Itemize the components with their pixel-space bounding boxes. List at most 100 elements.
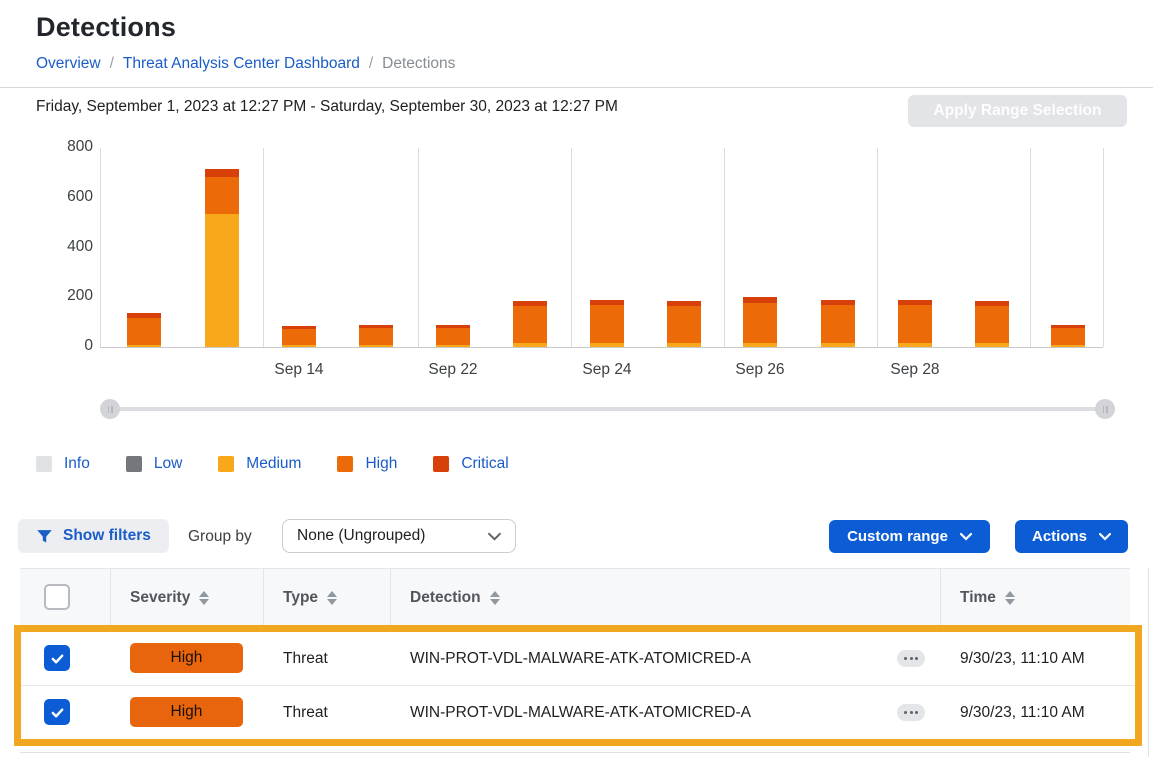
chart-gridline	[418, 148, 419, 347]
bar-segment-critical[interactable]	[359, 324, 393, 328]
sort-icon	[1004, 590, 1015, 605]
row-checkbox[interactable]	[44, 645, 70, 671]
checkmark-icon	[51, 707, 63, 717]
bar-segment-high[interactable]	[359, 327, 393, 345]
breadcrumb-current: Detections	[382, 55, 456, 72]
time-cell: 9/30/23, 11:10 AM	[960, 703, 1085, 721]
column-header-time[interactable]: Time	[960, 569, 1015, 626]
bar-segment-high[interactable]	[1051, 327, 1085, 345]
bar-segment-high[interactable]	[743, 303, 777, 344]
page-title: Detections	[36, 12, 177, 42]
bar-segment-high[interactable]	[667, 305, 701, 344]
bar-segment-critical[interactable]	[205, 169, 239, 177]
column-header-type[interactable]: Type	[283, 569, 338, 626]
bar-segment-high[interactable]	[436, 327, 470, 345]
custom-range-button[interactable]: Custom range	[829, 520, 990, 553]
bar-segment-medium[interactable]	[359, 345, 393, 347]
breadcrumb-overview[interactable]: Overview	[36, 55, 101, 72]
selected-rows-highlight: High Threat WIN-PROT-VDL-MALWARE-ATK-ATO…	[14, 625, 1142, 746]
legend-item-critical[interactable]: Critical	[433, 455, 509, 473]
table-row[interactable]: High Threat WIN-PROT-VDL-MALWARE-ATK-ATO…	[21, 632, 1135, 685]
row-actions-ellipsis-button[interactable]	[897, 650, 925, 667]
range-slider-right-handle[interactable]	[1095, 399, 1115, 419]
select-all-checkbox[interactable]	[44, 584, 70, 610]
row-actions-ellipsis-button[interactable]	[897, 704, 925, 721]
chart-range-slider-track[interactable]	[110, 407, 1105, 411]
bar-segment-high[interactable]	[513, 305, 547, 344]
sort-icon	[199, 590, 210, 605]
table-bottom-divider	[20, 752, 1130, 753]
bar-segment-critical[interactable]	[975, 300, 1009, 306]
legend-swatch-medium	[218, 456, 235, 472]
breadcrumb-separator: /	[368, 55, 374, 72]
legend-item-medium[interactable]: Medium	[218, 455, 301, 473]
bar-segment-medium[interactable]	[975, 343, 1009, 347]
bar-segment-medium[interactable]	[667, 343, 701, 347]
bar-segment-medium[interactable]	[821, 343, 855, 347]
bar-segment-medium[interactable]	[436, 345, 470, 347]
bar-segment-medium[interactable]	[513, 343, 547, 347]
actions-label: Actions	[1031, 528, 1087, 545]
chart-gridline	[263, 148, 264, 347]
bar-segment-critical[interactable]	[513, 300, 547, 306]
bar-segment-critical[interactable]	[436, 324, 470, 328]
chart-gridline	[571, 148, 572, 347]
bar-segment-high[interactable]	[821, 304, 855, 344]
range-slider-left-handle[interactable]	[100, 399, 120, 419]
apply-range-selection-button[interactable]: Apply Range Selection	[908, 95, 1127, 127]
bar-segment-medium[interactable]	[282, 345, 316, 347]
legend-swatch-info	[36, 456, 52, 472]
bar-segment-medium[interactable]	[1051, 345, 1085, 347]
bar-segment-medium[interactable]	[127, 344, 161, 347]
column-header-detection[interactable]: Detection	[410, 569, 500, 626]
bar-segment-critical[interactable]	[282, 325, 316, 329]
bar-segment-critical[interactable]	[898, 299, 932, 305]
legend-label: Low	[153, 455, 183, 472]
legend-item-low[interactable]: Low	[125, 455, 183, 473]
bar-segment-high[interactable]	[590, 304, 624, 344]
x-axis-tick-label: Sep 28	[890, 361, 940, 378]
chart-gridline	[1103, 148, 1104, 347]
checkmark-icon	[51, 653, 63, 663]
bar-segment-critical[interactable]	[590, 299, 624, 305]
x-axis-tick-label: Sep 26	[735, 361, 785, 378]
actions-button[interactable]: Actions	[1015, 520, 1128, 553]
bar-segment-high[interactable]	[898, 304, 932, 343]
bar-segment-high[interactable]	[282, 328, 316, 345]
sort-icon	[327, 590, 338, 605]
row-checkbox[interactable]	[44, 699, 70, 725]
bar-segment-critical[interactable]	[743, 297, 777, 304]
table-row[interactable]: High Threat WIN-PROT-VDL-MALWARE-ATK-ATO…	[21, 685, 1135, 738]
date-range-text: Friday, September 1, 2023 at 12:27 PM - …	[36, 98, 618, 115]
bar-segment-critical[interactable]	[1051, 324, 1085, 328]
breadcrumb-tac-dashboard[interactable]: Threat Analysis Center Dashboard	[122, 55, 360, 72]
legend-swatch-high	[337, 456, 354, 472]
bar-segment-high[interactable]	[205, 176, 239, 214]
group-by-label: Group by	[188, 528, 252, 545]
bar-segment-medium[interactable]	[743, 343, 777, 347]
legend-label: Critical	[461, 455, 509, 472]
header-divider	[0, 87, 1153, 88]
column-header-severity[interactable]: Severity	[130, 569, 210, 626]
bar-segment-critical[interactable]	[667, 300, 701, 306]
sort-icon	[489, 590, 500, 605]
bar-segment-medium[interactable]	[205, 213, 239, 347]
bar-segment-medium[interactable]	[898, 342, 932, 347]
legend-item-info[interactable]: Info	[36, 455, 90, 473]
group-by-select[interactable]: None (Ungrouped)	[282, 519, 516, 553]
legend-label: Medium	[246, 455, 302, 472]
group-by-selected-value: None (Ungrouped)	[297, 527, 426, 544]
bar-segment-high[interactable]	[975, 305, 1009, 344]
chart-gridline	[1030, 148, 1031, 347]
bar-segment-high[interactable]	[127, 317, 161, 345]
legend-item-high[interactable]: High	[337, 455, 397, 473]
show-filters-button[interactable]: Show filters	[18, 519, 169, 553]
bar-segment-critical[interactable]	[127, 313, 161, 318]
chart-gridline	[724, 148, 725, 347]
legend-swatch-critical	[433, 456, 450, 472]
chevron-down-icon	[488, 532, 501, 541]
bar-segment-critical[interactable]	[821, 299, 855, 305]
column-divider	[263, 569, 264, 626]
bar-segment-medium[interactable]	[590, 343, 624, 347]
x-axis-tick-label: Sep 14	[274, 361, 324, 378]
